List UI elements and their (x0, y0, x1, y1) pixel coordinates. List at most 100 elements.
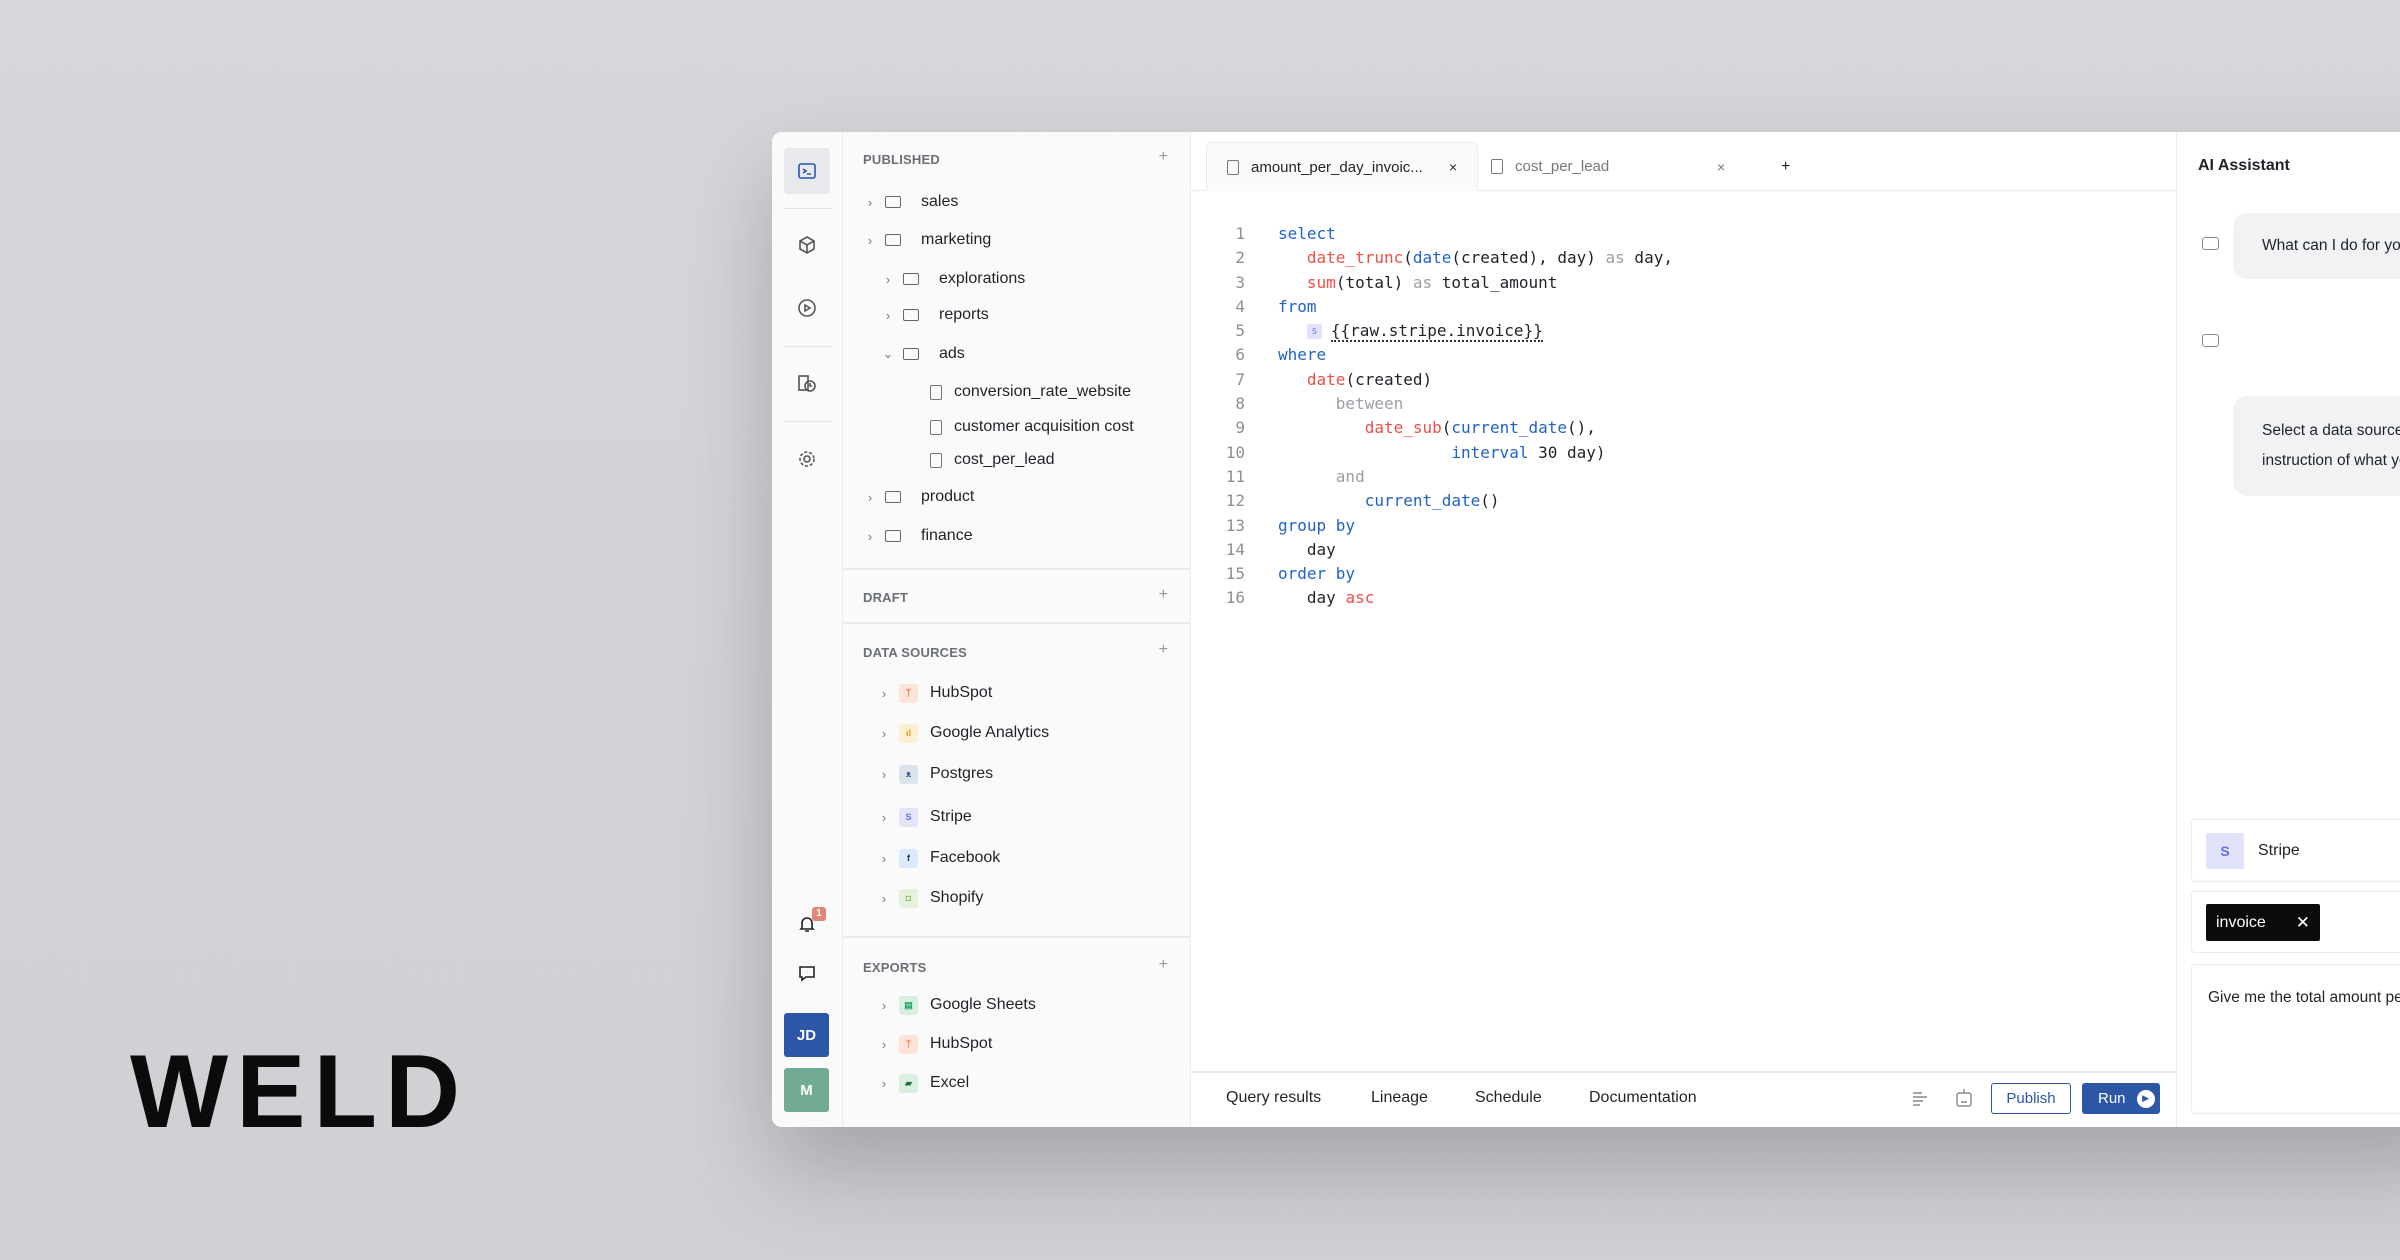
chevron-right-icon[interactable]: › (867, 194, 873, 210)
google-analytics-icon: ıl (899, 723, 918, 743)
chat-button[interactable] (784, 950, 830, 996)
code-text: select (1278, 222, 1336, 246)
new-tab-button[interactable]: + (1781, 157, 1791, 175)
history-nav-button[interactable] (784, 360, 830, 406)
chevron-right-icon[interactable]: › (867, 528, 873, 544)
code-text: group by (1278, 514, 1355, 538)
notifications-button[interactable]: 1 (784, 901, 830, 947)
file-item[interactable]: cost_per_lead (930, 448, 1055, 472)
close-tab-button[interactable]: × (1717, 158, 1726, 175)
folder-icon (903, 273, 919, 285)
source-item[interactable]: › ᛉ HubSpot (877, 1032, 992, 1056)
line-number: 4 (1235, 296, 1245, 316)
item-label: conversion_rate_website (954, 383, 1131, 400)
folder-item[interactable]: › sales (863, 190, 959, 214)
chevron-right-icon[interactable]: › (881, 1075, 887, 1091)
code-line: 14 day (1191, 538, 1673, 562)
ai-assist-button[interactable] (1955, 1088, 1973, 1113)
shopify-icon: ◘ (899, 888, 918, 908)
code-line: 8 between (1191, 392, 1673, 416)
source-item[interactable]: › ıl Google Analytics (877, 721, 1049, 745)
source-item[interactable]: › ᴥ Postgres (877, 762, 993, 786)
code-token (1278, 491, 1365, 510)
chevron-right-icon[interactable]: › (885, 271, 891, 287)
code-token: sum (1306, 272, 1336, 292)
chevron-right-icon[interactable]: › (881, 766, 887, 782)
models-nav-button[interactable] (784, 222, 830, 268)
tab-documentation[interactable]: Documentation (1589, 1089, 1697, 1106)
database-clock-icon (798, 375, 816, 392)
chevron-right-icon[interactable]: › (881, 685, 887, 701)
chevron-right-icon[interactable]: › (867, 489, 873, 505)
code-line: 1 select (1191, 222, 1673, 246)
prompt-textarea[interactable]: Give me the total amount per day for the… (2191, 964, 2400, 1114)
code-text: interval 30 day) (1278, 441, 1605, 465)
run-nav-button[interactable] (784, 285, 830, 331)
chevron-right-icon[interactable]: › (881, 850, 887, 866)
chevron-right-icon[interactable]: › (881, 725, 887, 741)
source-item[interactable]: › S Stripe (877, 805, 972, 829)
folder-item[interactable]: › product (863, 485, 975, 509)
robot-icon (1956, 1089, 1972, 1107)
code-token: between (1335, 394, 1404, 414)
tab-schedule[interactable]: Schedule (1475, 1089, 1542, 1106)
tab-amount-per-day[interactable]: amount_per_day_invoic... × (1206, 142, 1478, 191)
add-export-button[interactable]: + (1158, 956, 1168, 973)
table-selector[interactable]: invoice ✕ (2191, 891, 2400, 953)
tab-cost-per-lead[interactable]: cost_per_lead × (1491, 142, 1751, 191)
tab-query-results[interactable]: Query results (1226, 1089, 1322, 1106)
code-text: sum(total) as total_amount (1278, 271, 1557, 295)
close-tab-button[interactable]: × (1449, 159, 1458, 175)
source-item[interactable]: › ▤ Google Sheets (877, 993, 1036, 1017)
publish-button[interactable]: Publish (1991, 1083, 2071, 1114)
data-source-selector[interactable]: S Stripe (2191, 819, 2400, 882)
source-item[interactable]: › ᛉ HubSpot (877, 681, 992, 705)
item-label: cost_per_lead (954, 451, 1055, 468)
file-item[interactable]: customer acquisition cost (930, 415, 1134, 439)
weld-logo: WELD (130, 1034, 469, 1150)
user-avatar[interactable]: JD (784, 1013, 829, 1057)
source-item[interactable]: › f Facebook (877, 846, 1000, 870)
chevron-right-icon[interactable]: › (881, 809, 887, 825)
google-sheets-icon: ▤ (899, 995, 918, 1015)
code-token (1278, 394, 1336, 413)
chevron-right-icon[interactable]: › (885, 307, 891, 323)
workspace-avatar[interactable]: M (784, 1068, 829, 1112)
item-label: Postgres (930, 765, 994, 782)
add-published-button[interactable]: + (1158, 148, 1168, 165)
line-number: 7 (1235, 369, 1245, 389)
line-number: 14 (1225, 539, 1245, 559)
chevron-right-icon[interactable]: › (881, 890, 887, 906)
source-item[interactable]: › ◘ Shopify (877, 886, 983, 910)
chevron-right-icon[interactable]: › (881, 997, 887, 1013)
folder-item[interactable]: › explorations (881, 267, 1025, 291)
item-label: Stripe (930, 808, 972, 825)
data-source-label: Stripe (2258, 841, 2300, 859)
add-data-source-button[interactable]: + (1158, 641, 1168, 658)
chevron-down-icon[interactable]: ⌄ (882, 346, 894, 361)
code-token: from (1278, 296, 1317, 316)
folder-item[interactable]: › finance (863, 524, 973, 548)
code-token (1278, 273, 1307, 292)
add-draft-button[interactable]: + (1158, 586, 1168, 603)
folder-item[interactable]: › marketing (863, 228, 991, 252)
folder-item[interactable]: ⌄ ads (881, 342, 965, 366)
notification-badge: 1 (812, 907, 826, 921)
source-item[interactable]: › ▰ Excel (877, 1071, 969, 1095)
file-item[interactable]: conversion_rate_website (930, 380, 1131, 404)
hubspot-icon: ᛉ (899, 1034, 918, 1054)
settings-nav-button[interactable] (784, 436, 830, 482)
editor-nav-button[interactable] (784, 148, 830, 194)
folder-icon (885, 530, 901, 542)
line-number: 5 (1235, 321, 1245, 341)
format-button[interactable] (1913, 1091, 1927, 1112)
item-label: Excel (930, 1074, 970, 1091)
code-area[interactable]: 1 select 2 date_trunc(date(created), day) … (1191, 222, 1673, 611)
remove-chip-icon[interactable]: ✕ (2295, 912, 2310, 932)
folder-item[interactable]: › reports (881, 303, 989, 327)
chevron-right-icon[interactable]: › (881, 1036, 887, 1052)
code-token: asc (1345, 588, 1375, 608)
tab-lineage[interactable]: Lineage (1371, 1089, 1428, 1106)
chevron-right-icon[interactable]: › (867, 232, 873, 248)
run-button[interactable]: Run ▶ (2082, 1083, 2160, 1114)
